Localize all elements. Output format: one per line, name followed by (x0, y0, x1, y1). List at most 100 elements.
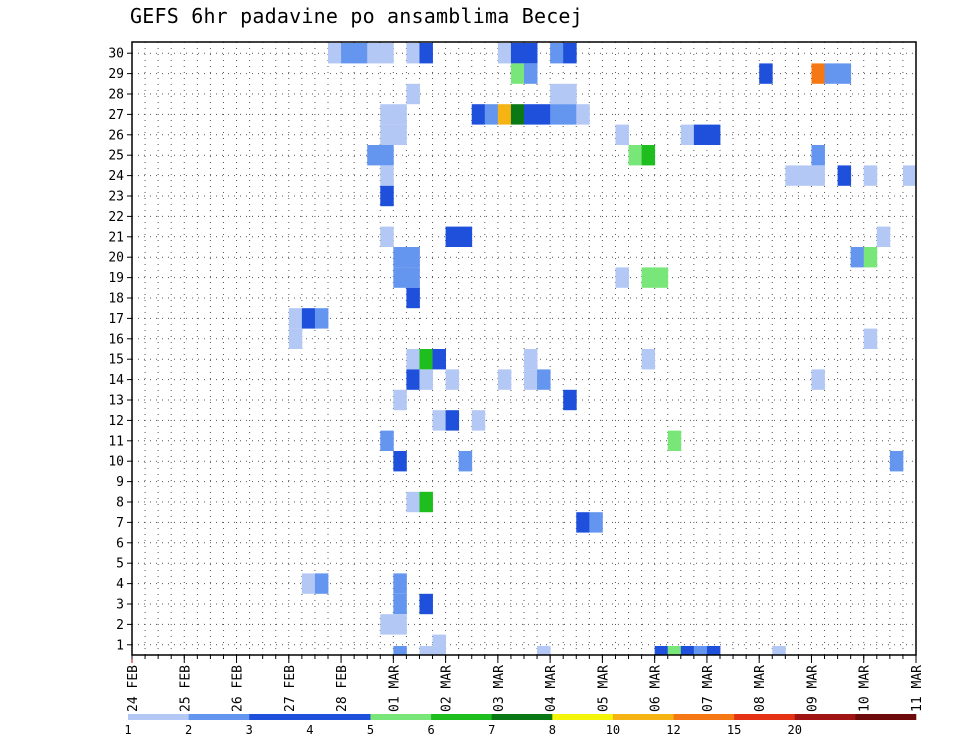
y-tick-label: 5 (116, 557, 124, 572)
x-tick-label: 25 FEB (178, 665, 193, 712)
colorbar-segment (794, 714, 856, 720)
y-tick-label: 12 (108, 414, 124, 429)
y-tick-label: 17 (108, 312, 124, 327)
heatmap-cell (380, 104, 394, 125)
colorbar-segment (673, 714, 735, 720)
y-tick-label: 1 (116, 638, 124, 653)
y-tick-label: 14 (108, 373, 124, 388)
heatmap-cell (850, 247, 865, 268)
x-tick-label: 05 MAR (596, 665, 611, 712)
heatmap-cell (641, 349, 656, 370)
heatmap-cell (798, 165, 812, 186)
heatmap-cell (654, 267, 669, 288)
heatmap-cell (576, 512, 590, 533)
y-tick-label: 30 (108, 47, 124, 62)
heatmap-cell (458, 226, 473, 247)
colorbar-label: 15 (727, 723, 741, 737)
heatmap-cell (693, 124, 708, 145)
heatmap-cell (445, 226, 460, 247)
heatmap-cell (380, 145, 394, 166)
heatmap-cell (811, 369, 825, 390)
heatmap-cell (524, 349, 538, 370)
heatmap-cell (550, 104, 564, 125)
heatmap-cell (680, 646, 695, 655)
heatmap-cell (524, 104, 538, 125)
heatmap-cell (367, 145, 381, 166)
heatmap-cell (615, 267, 629, 288)
y-tick-label: 26 (108, 128, 124, 143)
heatmap-cell (380, 185, 394, 207)
chart-title: GEFS 6hr padavine po ansamblima Becej (130, 4, 583, 28)
heatmap-cell (380, 614, 394, 635)
heatmap-cell (497, 104, 512, 125)
heatmap-cell (680, 124, 695, 145)
heatmap-cell (393, 267, 407, 288)
y-tick-label: 20 (108, 251, 124, 266)
heatmap-cell (341, 43, 355, 64)
heatmap-cell (314, 308, 329, 329)
y-tick-label: 28 (108, 88, 124, 103)
x-tick-label: 02 MAR (440, 665, 455, 712)
heatmap-cell (811, 63, 825, 84)
y-tick-label: 18 (108, 292, 124, 307)
heatmap-cell (380, 430, 394, 451)
x-tick-label: 24 FEB (126, 665, 141, 712)
heatmap-cell (537, 646, 551, 655)
colorbar-segment (370, 714, 432, 720)
heatmap-cell (419, 646, 433, 655)
y-tick-label: 13 (108, 394, 124, 409)
heatmap-cell (837, 165, 852, 186)
heatmap-cell (550, 83, 564, 105)
heatmap-cell (380, 124, 394, 145)
heatmap-cell (876, 226, 891, 247)
heatmap-cell (863, 165, 878, 186)
heatmap-cell (380, 165, 394, 186)
colorbar-label: 20 (788, 723, 802, 737)
x-tick-label: 04 MAR (544, 665, 559, 712)
x-tick-label: 08 MAR (753, 665, 768, 712)
heatmap-cell (510, 43, 525, 64)
heatmap-cell (406, 83, 420, 105)
x-tick-label: 09 MAR (805, 665, 820, 712)
heatmap-cell (406, 247, 420, 268)
heatmap-cell (406, 369, 420, 390)
colorbar-segment (552, 714, 614, 720)
x-tick-label: 03 MAR (492, 665, 507, 712)
x-tick-label: 11 MAR (910, 665, 925, 712)
x-tick-label: 10 MAR (858, 665, 873, 712)
heatmap-cell (667, 646, 682, 655)
heatmap-cell (667, 430, 682, 451)
y-tick-label: 4 (116, 577, 124, 592)
heatmap-cell (510, 63, 525, 84)
heatmap-cell (445, 410, 460, 431)
heatmap-cell (328, 43, 342, 64)
heatmap-cell (497, 43, 512, 64)
heatmap-cell (563, 104, 577, 125)
heatmap-cell (432, 410, 446, 431)
heatmap-cell (889, 451, 904, 472)
heatmap-cell (354, 43, 368, 64)
colorbar-label: 10 (606, 723, 620, 737)
colorbar-segment (188, 714, 250, 720)
heatmap-cell (288, 328, 303, 349)
heatmap-cell (563, 83, 577, 105)
heatmap-cell (811, 145, 825, 166)
x-tick-label: 06 MAR (649, 665, 664, 712)
heatmap-cell (406, 287, 420, 309)
heatmap-cell (589, 512, 603, 533)
heatmap-cell (824, 63, 838, 84)
colorbar-label: 2 (185, 723, 192, 737)
heatmap-cell (863, 247, 878, 268)
x-tick-label: 27 FEB (283, 665, 298, 712)
heatmap-cell (445, 369, 460, 390)
colorbar-label: 4 (306, 723, 313, 737)
colorbar-label: 5 (367, 723, 374, 737)
heatmap-cell (419, 491, 433, 513)
heatmap-cell (524, 369, 538, 390)
heatmap-cell (393, 593, 407, 615)
heatmap-cell (772, 646, 786, 655)
heatmap-cell (641, 267, 656, 288)
heatmap-cell (419, 593, 433, 615)
heatmap-cell (419, 43, 433, 64)
